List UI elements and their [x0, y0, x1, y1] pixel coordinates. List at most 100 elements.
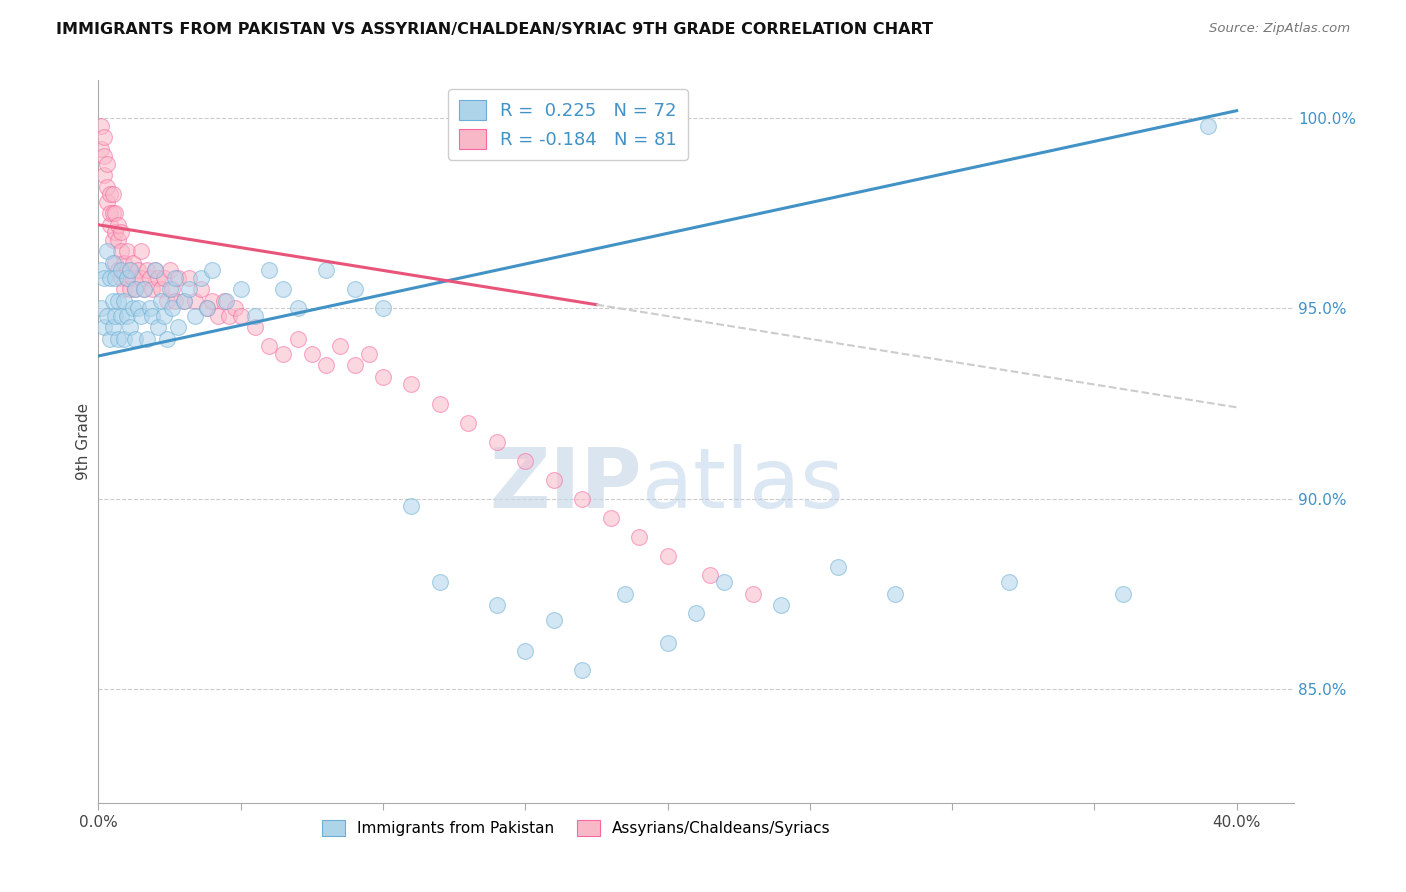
Point	[173, 293, 195, 308]
Point	[599, 510, 621, 524]
Point	[685, 606, 707, 620]
Point	[201, 263, 224, 277]
Point	[115, 309, 138, 323]
Point	[229, 282, 252, 296]
Point	[315, 263, 337, 277]
Point	[770, 598, 793, 612]
Point	[101, 256, 124, 270]
Point	[167, 271, 190, 285]
Point	[371, 370, 394, 384]
Point	[215, 293, 238, 308]
Point	[138, 271, 160, 285]
Point	[104, 309, 127, 323]
Point	[110, 309, 132, 323]
Point	[343, 359, 366, 373]
Point	[159, 263, 181, 277]
Point	[184, 309, 207, 323]
Point	[101, 187, 124, 202]
Point	[110, 226, 132, 240]
Point	[124, 282, 146, 296]
Point	[104, 256, 127, 270]
Point	[135, 263, 157, 277]
Point	[107, 233, 129, 247]
Point	[515, 453, 537, 467]
Point	[121, 271, 143, 285]
Point	[195, 301, 218, 316]
Point	[167, 320, 190, 334]
Point	[1197, 119, 1219, 133]
Point	[115, 271, 138, 285]
Point	[110, 244, 132, 259]
Point	[179, 271, 201, 285]
Point	[127, 263, 149, 277]
Point	[148, 271, 170, 285]
Point	[243, 309, 266, 323]
Point	[156, 293, 179, 308]
Legend: Immigrants from Pakistan, Assyrians/Chaldeans/Syriacs: Immigrants from Pakistan, Assyrians/Chal…	[316, 814, 837, 842]
Point	[112, 282, 135, 296]
Point	[96, 157, 118, 171]
Point	[153, 271, 176, 285]
Point	[104, 271, 127, 285]
Point	[162, 282, 184, 296]
Point	[90, 142, 112, 156]
Point	[190, 282, 212, 296]
Point	[165, 271, 187, 285]
Text: Source: ZipAtlas.com: Source: ZipAtlas.com	[1209, 22, 1350, 36]
Point	[613, 587, 636, 601]
Point	[93, 149, 115, 163]
Point	[118, 263, 141, 277]
Point	[195, 301, 218, 316]
Point	[357, 347, 380, 361]
Point	[98, 187, 121, 202]
Point	[257, 339, 280, 353]
Point	[101, 233, 124, 247]
Point	[190, 271, 212, 285]
Point	[401, 499, 423, 513]
Point	[201, 293, 224, 308]
Point	[90, 263, 112, 277]
Point	[165, 293, 187, 308]
Point	[121, 256, 143, 270]
Point	[121, 301, 143, 316]
Point	[543, 473, 565, 487]
Point	[179, 282, 201, 296]
Point	[96, 194, 118, 209]
Point	[98, 271, 121, 285]
Point	[212, 293, 235, 308]
Point	[107, 218, 129, 232]
Point	[273, 282, 295, 296]
Point	[156, 332, 179, 346]
Point	[90, 301, 112, 316]
Point	[110, 271, 132, 285]
Point	[148, 320, 170, 334]
Point	[485, 434, 508, 449]
Point	[741, 587, 763, 601]
Point	[129, 309, 152, 323]
Point	[401, 377, 423, 392]
Point	[257, 263, 280, 277]
Point	[93, 169, 115, 183]
Point	[112, 293, 135, 308]
Point	[138, 301, 160, 316]
Point	[96, 179, 118, 194]
Point	[429, 575, 451, 590]
Point	[98, 206, 121, 220]
Point	[998, 575, 1021, 590]
Point	[1112, 587, 1135, 601]
Point	[104, 226, 127, 240]
Point	[110, 263, 132, 277]
Text: atlas: atlas	[643, 444, 844, 525]
Point	[207, 309, 229, 323]
Point	[315, 359, 337, 373]
Point	[115, 271, 138, 285]
Point	[104, 206, 127, 220]
Point	[93, 320, 115, 334]
Point	[141, 282, 163, 296]
Point	[224, 301, 246, 316]
Text: ZIP: ZIP	[489, 444, 643, 525]
Point	[127, 301, 149, 316]
Point	[118, 320, 141, 334]
Point	[713, 575, 735, 590]
Point	[485, 598, 508, 612]
